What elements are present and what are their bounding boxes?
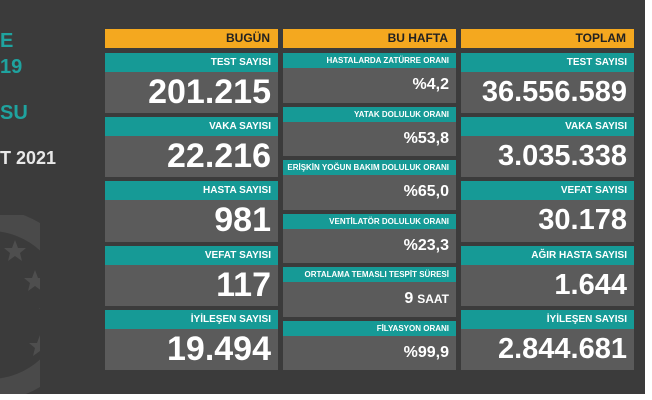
- stat-label: HASTALARDA ZATÜRRE ORANI: [283, 53, 456, 68]
- stat-card: ERİŞKİN YOĞUN BAKIM DOLULUK ORANI %65,0: [283, 160, 456, 210]
- value-number: 36.556.589: [481, 76, 627, 108]
- stat-label: FİLYASYON ORANI: [283, 320, 456, 336]
- stat-label: ERİŞKİN YOĞUN BAKIM DOLULUK ORANI: [283, 160, 456, 175]
- stat-label: VENTİLATÖR DOLULUK ORANI: [283, 213, 456, 229]
- side-text: T 2021: [0, 148, 57, 168]
- value-number: 117: [216, 265, 271, 304]
- stat-value: %53,8: [404, 122, 449, 157]
- stat-value: 2.844.681: [498, 329, 627, 370]
- stat-card: VAKA SAYISI 3.035.338: [461, 117, 634, 178]
- stat-label: AĞIR HASTA SAYISI: [461, 245, 634, 265]
- value-number: %4,2: [412, 76, 449, 93]
- value-number: 3.035.338: [497, 140, 627, 173]
- panel: E 19 SU T 2021 BUGÜN TEST SAYISI 201.215 VAKA S…: [0, 0, 645, 394]
- stat-label: TEST SAYISI: [461, 53, 634, 72]
- stat-value: 30.178: [538, 200, 627, 241]
- emblem: [0, 215, 40, 394]
- side-text: 19: [0, 56, 23, 78]
- stat-card: VEFAT SAYISI 30.178: [461, 181, 634, 242]
- stat-value: %23,3: [404, 229, 449, 264]
- stat-label: YATAK DOLULUK ORANI: [283, 106, 456, 122]
- value-number: 19.494: [167, 329, 271, 368]
- stat-card: İYİLEŞEN SAYISI 2.844.681: [461, 309, 634, 370]
- stat-card: TEST SAYISI 201.215: [105, 53, 278, 114]
- column-header: BUGÜN: [105, 29, 278, 48]
- value-unit: SAAT: [417, 292, 449, 306]
- stat-label: İYİLEŞEN SAYISI: [461, 309, 634, 329]
- stat-value: %4,2: [413, 68, 449, 103]
- stat-label: VEFAT SAYISI: [105, 245, 278, 265]
- stat-card: TEST SAYISI 36.556.589: [461, 53, 634, 114]
- value-number: 201.215: [148, 73, 271, 111]
- stat-value: %65,0: [404, 175, 449, 210]
- stat-card: HASTALARDA ZATÜRRE ORANI %4,2: [283, 53, 456, 103]
- stat-value: 981: [214, 200, 271, 241]
- value-number: 30.178: [538, 204, 627, 237]
- stat-label: TEST SAYISI: [105, 53, 278, 72]
- stat-value: 3.035.338: [498, 136, 627, 177]
- column-header: TOPLAM: [461, 29, 634, 48]
- stat-card: VAKA SAYISI 22.216: [105, 117, 278, 178]
- side-text: E: [0, 30, 14, 52]
- stat-card: AĞIR HASTA SAYISI 1.644: [461, 245, 634, 306]
- stat-label: ORTALAMA TEMASLI TESPİT SÜRESİ: [283, 267, 456, 282]
- side-text: SU: [0, 102, 28, 124]
- value-number: %99,9: [403, 343, 449, 361]
- stat-label: VAKA SAYISI: [105, 117, 278, 137]
- value-number: 2.844.681: [497, 332, 627, 365]
- stat-label: HASTA SAYISI: [105, 181, 278, 201]
- stat-label: İYİLEŞEN SAYISI: [105, 309, 278, 329]
- value-number: 1.644: [554, 268, 627, 301]
- stat-value: 1.644: [554, 265, 627, 306]
- value-number: %65,0: [403, 183, 449, 200]
- stat-card: ORTALAMA TEMASLI TESPİT SÜRESİ 9 SAAT: [283, 267, 456, 317]
- value-number: %53,8: [403, 129, 449, 147]
- stat-value: 117: [216, 265, 271, 306]
- stat-card: FİLYASYON ORANI %99,9: [283, 320, 456, 371]
- stat-value: 19.494: [167, 329, 271, 370]
- stat-label: VAKA SAYISI: [461, 117, 634, 137]
- column-header: BU HAFTA: [283, 29, 456, 48]
- stat-value: %99,9: [404, 336, 449, 371]
- stat-value: 9 SAAT: [404, 282, 449, 317]
- stat-card: VENTİLATÖR DOLULUK ORANI %23,3: [283, 213, 456, 264]
- stat-card: HASTA SAYISI 981: [105, 181, 278, 242]
- stat-label: VEFAT SAYISI: [461, 181, 634, 201]
- value-number: 981: [214, 201, 271, 240]
- value-number: %23,3: [403, 236, 449, 254]
- value-number: 9: [404, 290, 414, 307]
- stat-card: VEFAT SAYISI 117: [105, 245, 278, 306]
- stat-value: 36.556.589: [482, 72, 627, 113]
- stat-value: 201.215: [148, 72, 271, 113]
- stat-card: YATAK DOLULUK ORANI %53,8: [283, 106, 456, 157]
- stat-value: 22.216: [167, 136, 271, 177]
- stat-card: İYİLEŞEN SAYISI 19.494: [105, 309, 278, 370]
- value-number: 22.216: [167, 137, 271, 176]
